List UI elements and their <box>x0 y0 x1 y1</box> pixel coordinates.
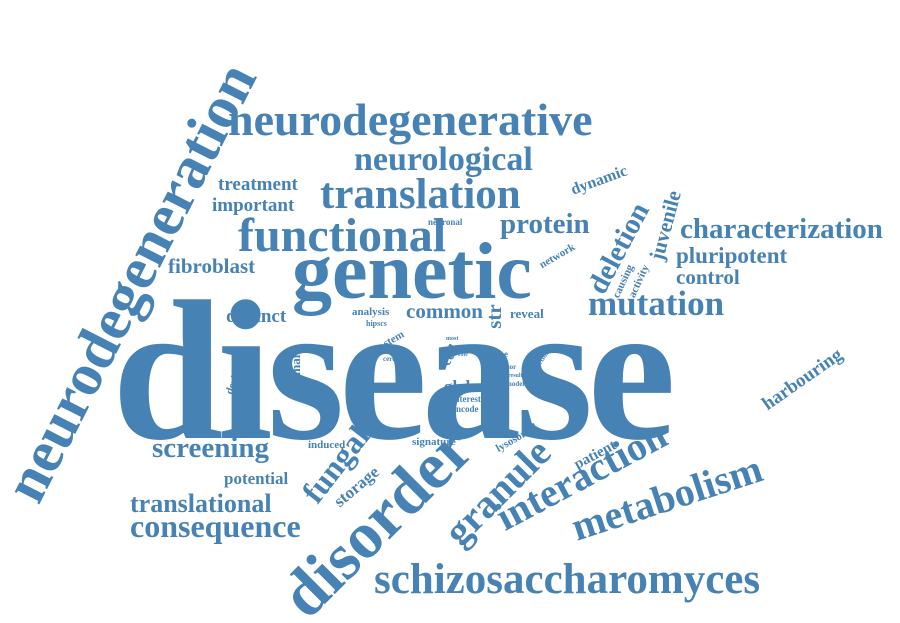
word-control: control <box>676 265 740 289</box>
word-consequence: consequence <box>130 508 301 544</box>
word-minor: minor <box>498 363 517 371</box>
word-model: model <box>506 380 525 388</box>
word-common: common <box>406 299 483 323</box>
word-reveal: reveal <box>510 306 544 321</box>
word-neurodegenerative: neurodegenerative <box>228 94 593 145</box>
word-genetic: genetic <box>292 228 532 316</box>
word-distinct: distinct <box>226 306 287 327</box>
word-signature: signature <box>412 436 456 448</box>
word-induced: induced <box>308 439 346 451</box>
word-treatment: treatment <box>218 174 298 195</box>
word-translational: translational <box>130 489 272 518</box>
word-neuronal: neuronal <box>428 217 463 227</box>
word-mutation: mutation <box>588 284 725 323</box>
word-dynamic: dynamic <box>568 162 630 199</box>
word-interest: interest <box>452 394 481 404</box>
word-encode: encode <box>452 404 479 414</box>
word-potential: potential <box>224 469 289 488</box>
word-analysis: analysis <box>352 306 390 318</box>
word-pluripotent: pluripotent <box>676 243 788 268</box>
word-screening: screening <box>152 432 270 464</box>
word-schizosaccharomyces: schizosaccharomyces <box>374 556 761 603</box>
word-translation: translation <box>320 171 521 218</box>
word-fibroblast: fibroblast <box>168 254 256 278</box>
word-protein: protein <box>500 208 590 240</box>
word-line: line <box>494 349 509 359</box>
word-role: role <box>458 352 468 358</box>
word-result: result <box>508 373 523 379</box>
word-neurological: neurological <box>354 141 533 178</box>
word-global: global <box>444 377 489 396</box>
word-characterization: characterization <box>680 213 883 245</box>
word-disease: disease <box>112 261 676 482</box>
word-harbouring: harbouring <box>758 344 847 415</box>
word-important: important <box>212 195 295 216</box>
word-ceroid: ceroid <box>383 355 402 363</box>
word-functional: functional <box>238 209 447 262</box>
word-human: human <box>288 350 304 391</box>
word-most: most <box>446 336 459 342</box>
word-hipscs: hipscs <box>366 319 387 328</box>
